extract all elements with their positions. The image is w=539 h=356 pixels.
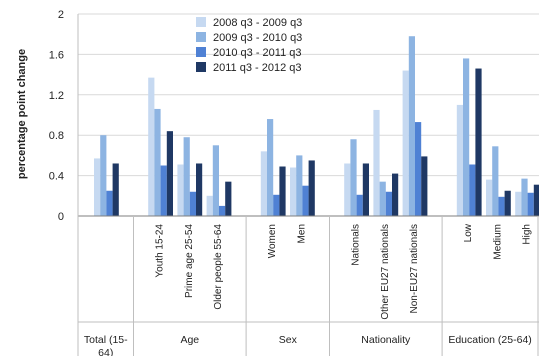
bar (196, 163, 203, 216)
legend-swatch (196, 62, 206, 72)
group-label: Sex (279, 334, 298, 346)
bar (290, 167, 297, 216)
category-label: Other EU27 nationals (380, 224, 391, 320)
category-label: Non-EU27 nationals (409, 224, 420, 314)
bar (385, 191, 392, 216)
bar (362, 163, 369, 216)
legend: 2008 q3 - 2009 q3 2009 q3 - 2010 q3 2010 q… (196, 17, 302, 74)
y-tick-label: 0.4 (49, 171, 64, 183)
bar (189, 191, 196, 216)
bar (177, 164, 184, 216)
bar (463, 58, 470, 216)
bar (273, 194, 280, 216)
y-tick-label: 1.2 (49, 90, 64, 102)
y-tick-label: 1.6 (49, 49, 64, 61)
bar (402, 70, 409, 216)
bar (350, 139, 357, 216)
bar (356, 194, 363, 216)
category-label: High (522, 224, 533, 245)
bar (379, 181, 386, 216)
y-tick-label: 0 (58, 211, 64, 223)
bar (296, 155, 303, 216)
category-label: Nationals (351, 224, 362, 266)
bar (421, 156, 428, 216)
group-label: Education (25-64) (448, 334, 531, 346)
bar (225, 181, 232, 216)
bar (521, 178, 528, 216)
bars (94, 36, 539, 216)
grid-lines (78, 13, 539, 177)
bar (100, 135, 107, 216)
bar (260, 151, 267, 216)
category-label: Prime age 25-54 (184, 224, 195, 298)
group-label: Total (15-64) (84, 334, 128, 356)
y-tick-label: 2 (58, 9, 64, 21)
category-label: Low (463, 223, 474, 242)
legend-entry: 2008 q3 - 2009 q3 (213, 17, 302, 29)
legend-entry: 2009 q3 - 2010 q3 (213, 32, 302, 44)
legend-entry: 2010 q3 - 2011 q3 (213, 47, 301, 59)
bar (504, 190, 511, 216)
bar (219, 205, 226, 216)
bar (183, 137, 190, 216)
bar (456, 104, 463, 216)
bar (527, 192, 534, 216)
y-axis-label: percentage point change (16, 49, 28, 179)
bar (279, 166, 286, 216)
category-label: Youth 15-24 (155, 224, 166, 278)
bar (206, 195, 213, 216)
bar (498, 196, 505, 216)
bar (344, 163, 351, 216)
bar (302, 185, 309, 216)
legend-swatch (196, 32, 206, 42)
bar (267, 119, 274, 216)
legend-swatch (196, 17, 206, 27)
group-label: Age (180, 334, 199, 346)
bar (392, 173, 399, 216)
bar (308, 160, 315, 216)
bar (160, 165, 167, 216)
bar (533, 184, 539, 216)
bar (475, 68, 482, 216)
bar (94, 158, 101, 216)
bar (415, 122, 422, 216)
bar (515, 191, 522, 216)
bar (112, 163, 119, 216)
legend-swatch (196, 47, 206, 57)
y-tick-label: 0.8 (49, 130, 64, 142)
category-label: Men (296, 224, 307, 243)
category-label: Medium (492, 224, 503, 260)
category-label: Older people 55-64 (213, 224, 224, 310)
bar (154, 108, 161, 216)
bar (166, 131, 173, 216)
bar (492, 146, 499, 216)
bar (408, 36, 415, 216)
bar (486, 179, 493, 216)
labels: Youth 15-24 Prime age 25-54 Older people 5… (84, 223, 533, 356)
bar (373, 109, 380, 216)
axes: 0 0.4 0.8 1.2 1.6 2 (49, 9, 539, 356)
category-label: Women (267, 224, 278, 258)
legend-entry: 2011 q3 - 2012 q3 (213, 62, 301, 74)
bar (469, 164, 476, 216)
bar (212, 145, 219, 216)
bar (106, 190, 113, 216)
bar (148, 77, 155, 216)
group-label: Nationality (361, 334, 411, 346)
